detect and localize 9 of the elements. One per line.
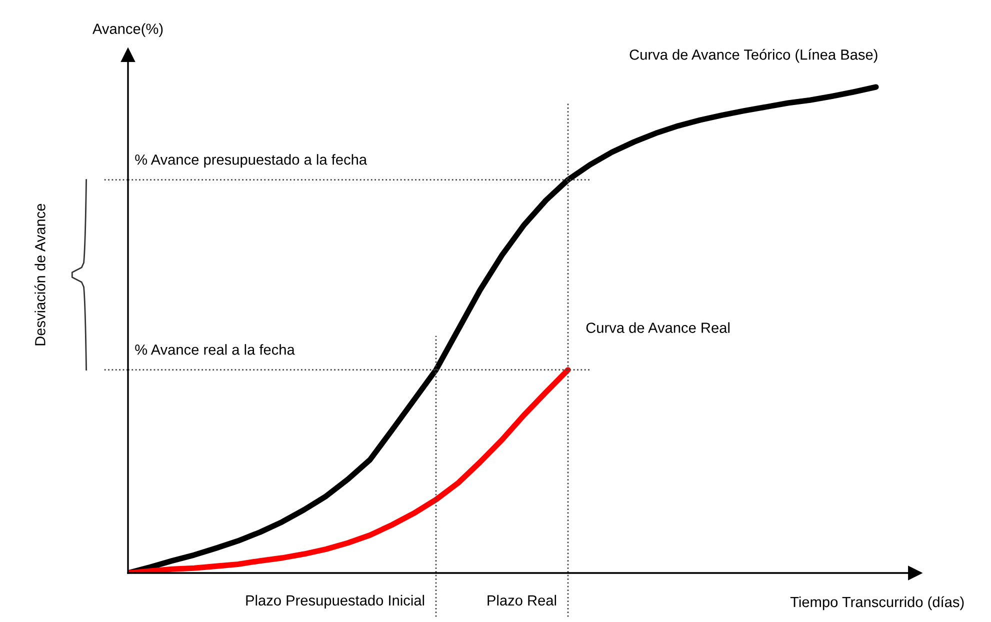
- text: Desviación de Avance: [34, 204, 46, 346]
- ref-line-label: % Avance real a la fecha: [135, 344, 295, 355]
- y-axis-title: Avance(%): [92, 23, 163, 37]
- series-label: Curva de Avance Teórico (Línea Base): [630, 48, 878, 63]
- ref-line-label: % Avance presupuestado a la fecha: [135, 154, 368, 168]
- text: Curva de Avance Real: [586, 322, 730, 333]
- text: Plazo Real: [488, 594, 556, 606]
- x-axis-title: Tiempo Transcurrido (días): [790, 596, 964, 610]
- text: Plazo Presupuestado Inicial: [246, 594, 424, 608]
